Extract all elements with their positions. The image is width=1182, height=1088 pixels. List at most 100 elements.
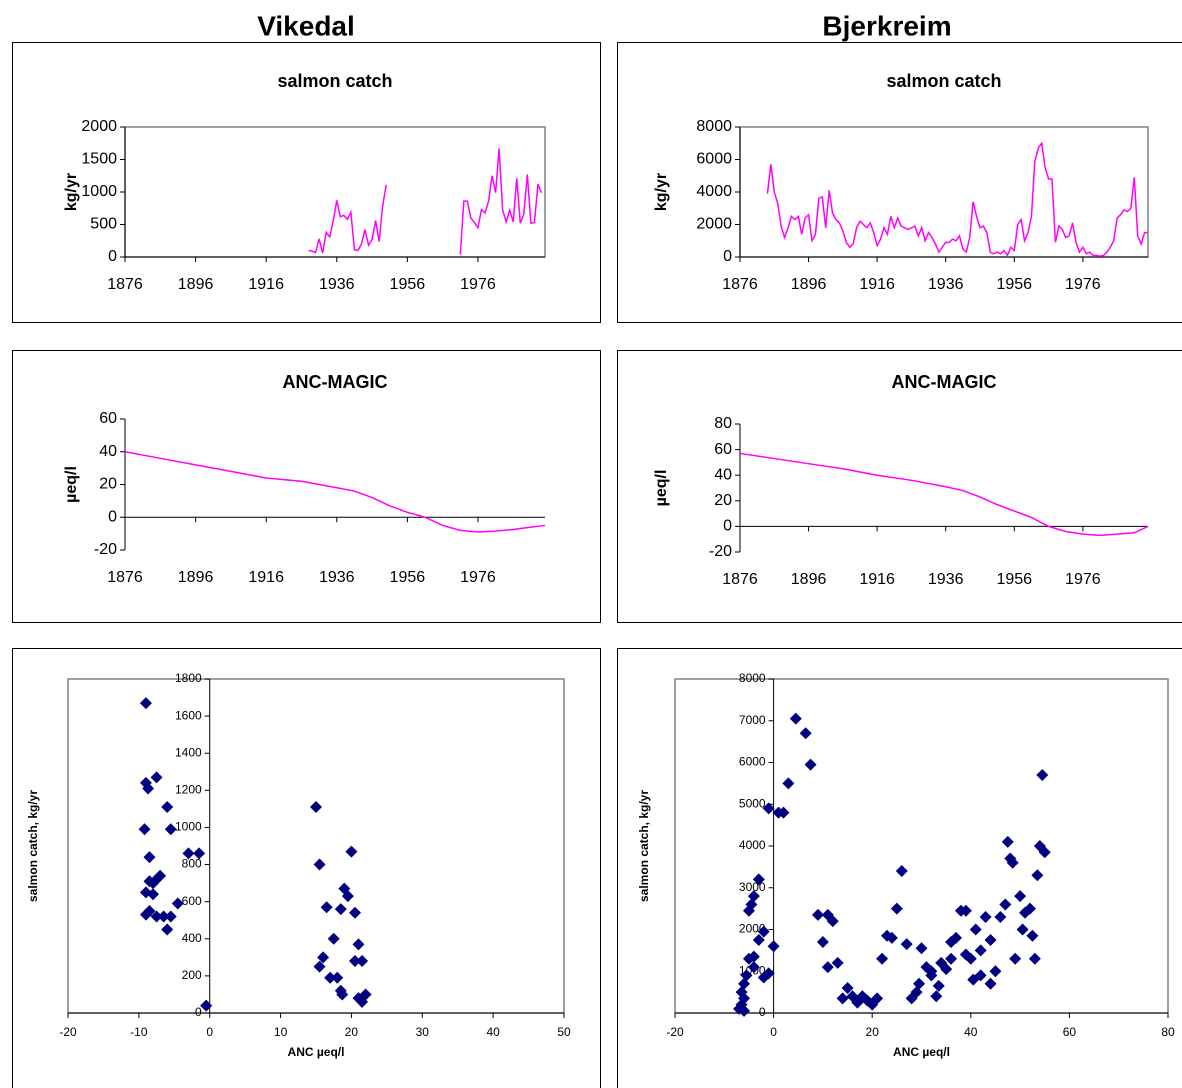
y-tick-label: 20 [714, 492, 732, 509]
scatter-point [811, 908, 824, 921]
y-tick-label: 200 [182, 968, 202, 982]
scatter-point [139, 697, 152, 710]
scatter-point [826, 915, 839, 928]
chart-title: salmon catch [886, 71, 1001, 91]
x-tick-label: -10 [130, 1025, 148, 1039]
x-tick-label: 0 [206, 1025, 213, 1039]
x-tick-label: 30 [416, 1025, 430, 1039]
y-tick-label: 0 [723, 248, 732, 265]
y-tick-label: 6000 [739, 755, 766, 769]
x-tick-label: 1896 [178, 276, 214, 293]
scatter-point [745, 898, 758, 911]
scatter-point [182, 847, 195, 860]
plot-frame [124, 126, 546, 258]
scatter-point [1016, 923, 1029, 936]
scatter-point [836, 992, 849, 1005]
panel-border [12, 648, 601, 1088]
x-axis-label: ANC µeq/l [288, 1045, 345, 1059]
y-tick-label: 1600 [175, 708, 202, 722]
scatter-point [331, 971, 344, 984]
x-tick-label: 1876 [722, 276, 758, 293]
scatter-point [356, 955, 369, 968]
x-tick-label: 1916 [859, 571, 895, 588]
scatter-point [762, 967, 775, 980]
y-tick-label: 400 [182, 931, 202, 945]
scatter-point [890, 902, 903, 915]
scatter-point [999, 898, 1012, 911]
y-tick-label: 80 [714, 415, 732, 432]
scatter-point [1009, 952, 1022, 965]
scatter-point [313, 960, 326, 973]
scatter-point [157, 910, 170, 923]
y-tick-label: 8000 [739, 671, 766, 685]
column-header: Bjerkreim [822, 10, 951, 41]
y-tick-label: 4000 [696, 183, 732, 200]
scatter-point [804, 758, 817, 771]
scatter-point [742, 952, 755, 965]
x-tick-label: 1956 [996, 276, 1032, 293]
data-line [308, 148, 543, 255]
scatter-point [348, 955, 361, 968]
scatter-point [762, 802, 775, 815]
data-line [124, 451, 546, 533]
scatter-point [930, 990, 943, 1003]
scatter-point [876, 952, 889, 965]
x-tick-label: 1936 [928, 276, 964, 293]
panel-border [617, 350, 1182, 623]
x-tick-label: 1936 [319, 276, 355, 293]
scatter-point [1031, 869, 1044, 882]
y-axis-label: µeq/l [63, 466, 80, 503]
y-tick-label: 0 [195, 1005, 202, 1019]
scatter-point [738, 1004, 751, 1017]
y-axis-label: salmon catch, kg/yr [26, 790, 40, 902]
scatter-point [320, 901, 333, 914]
scatter-point [341, 890, 354, 903]
x-tick-label: 20 [345, 1025, 359, 1039]
scatter-point [200, 999, 213, 1012]
scatter-point [143, 851, 156, 864]
scatter-point [164, 910, 177, 923]
chart-title: ANC-MAGIC [283, 372, 388, 392]
x-axis-label: ANC µeq/l [893, 1045, 950, 1059]
x-tick-label: 1956 [996, 571, 1032, 588]
scatter-point [757, 925, 770, 938]
y-tick-label: 6000 [696, 151, 732, 168]
scatter-point [193, 847, 206, 860]
data-line [766, 141, 1148, 257]
scatter-point [1036, 769, 1049, 782]
scatter-point [1023, 902, 1036, 915]
x-tick-label: 1896 [791, 571, 827, 588]
y-tick-label: 7000 [739, 713, 766, 727]
x-tick-label: 1936 [319, 569, 355, 586]
y-tick-label: 1800 [175, 671, 202, 685]
scatter-point [994, 910, 1007, 923]
scatter-point [352, 992, 365, 1005]
y-tick-label: -20 [709, 543, 732, 560]
x-tick-label: 1896 [791, 276, 827, 293]
scatter-point [974, 969, 987, 982]
scatter-point [1014, 890, 1027, 903]
x-tick-label: 1916 [248, 569, 284, 586]
y-tick-label: 8000 [696, 118, 732, 135]
scatter-point [799, 727, 812, 740]
y-tick-label: -20 [94, 541, 117, 558]
panel-border [617, 648, 1182, 1088]
scatter-point [895, 865, 908, 878]
scatter-point [974, 944, 987, 957]
x-tick-label: 0 [770, 1025, 777, 1039]
scatter-point [752, 933, 765, 946]
x-tick-label: 1876 [107, 569, 143, 586]
scatter-point [171, 897, 184, 910]
scatter-point [1006, 856, 1019, 869]
scatter-point [138, 823, 151, 836]
x-tick-label: 1916 [248, 276, 284, 293]
x-tick-label: 1976 [460, 569, 496, 586]
y-tick-label: 500 [90, 216, 117, 233]
x-tick-label: 40 [964, 1025, 978, 1039]
y-tick-label: 0 [108, 508, 117, 525]
x-tick-label: 50 [557, 1025, 571, 1039]
scatter-point [334, 903, 347, 916]
scatter-point [979, 910, 992, 923]
